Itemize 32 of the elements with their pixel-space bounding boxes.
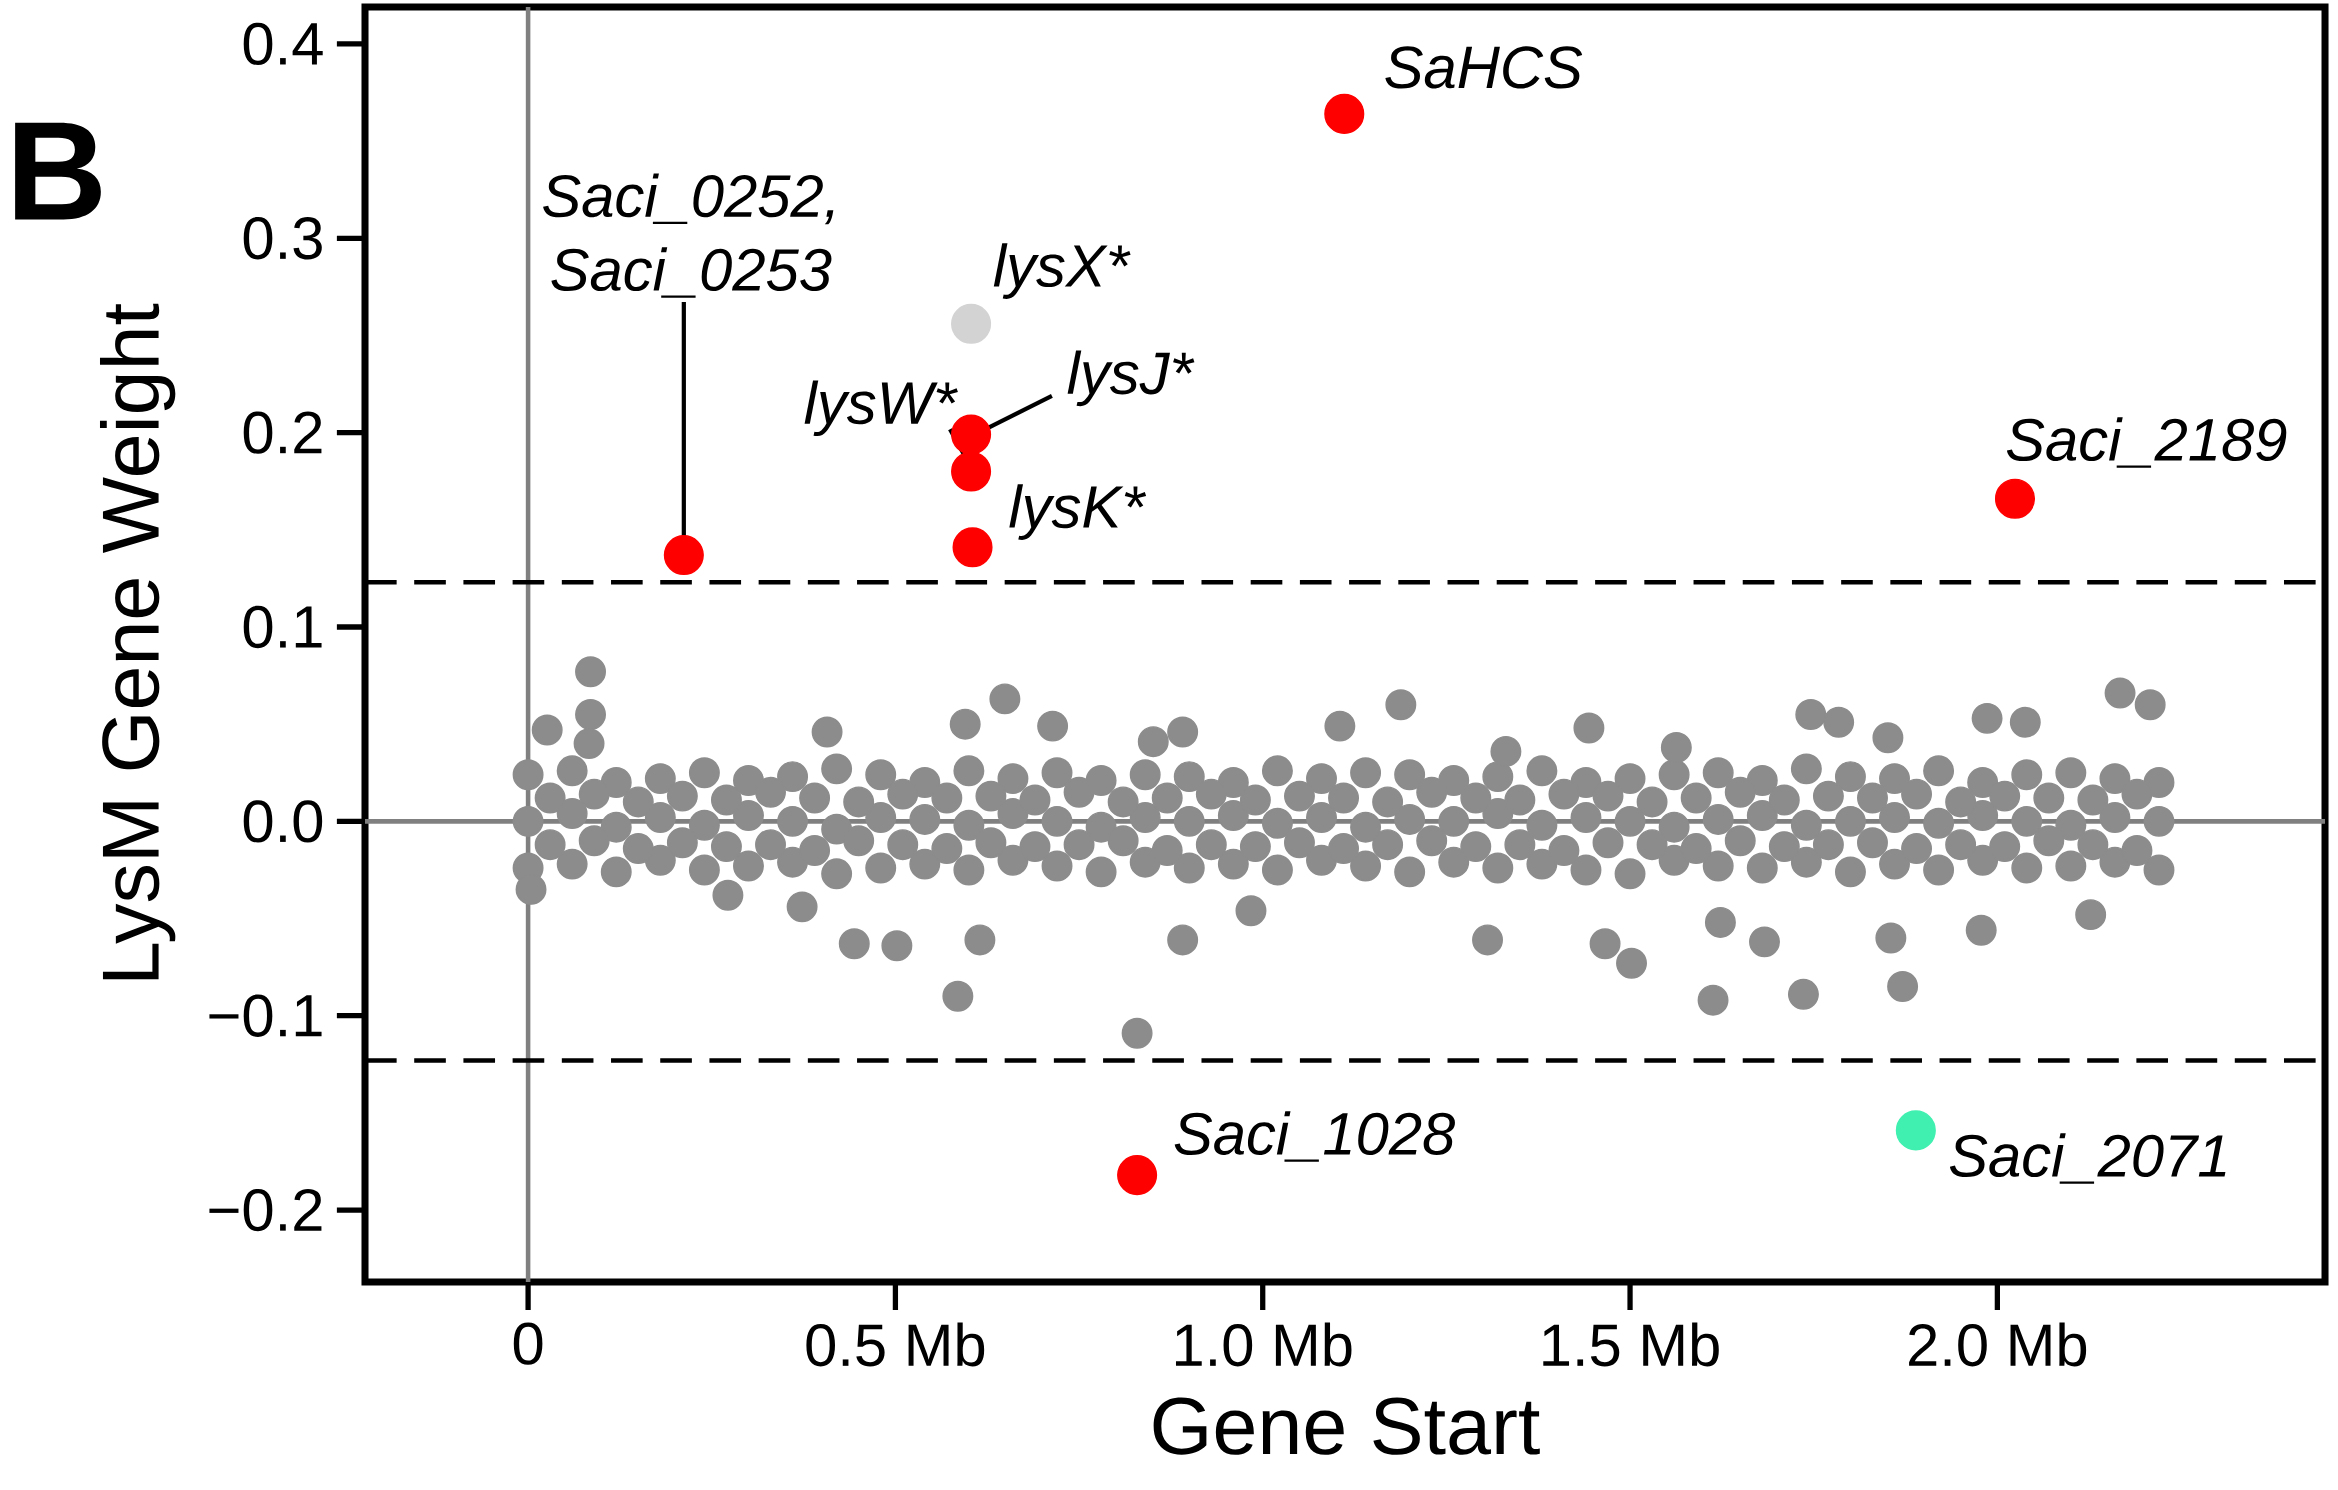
y-axis-title: LysM Gene Weight bbox=[99, 303, 176, 980]
y-tick-label: −0.1 bbox=[209, 994, 322, 1037]
point bbox=[1994, 478, 2036, 519]
annotation: lysX* bbox=[993, 243, 1131, 299]
point bbox=[663, 535, 704, 576]
annotation: SaHCS bbox=[1385, 46, 1583, 89]
y-tick-label: 0.4 bbox=[243, 22, 323, 66]
annotation: Saci_2071 bbox=[1949, 1133, 2226, 1184]
annotation: lysW* bbox=[804, 380, 958, 437]
annotation: lysJ* bbox=[1067, 350, 1195, 407]
x-tick-label: 1.5 Mb bbox=[1543, 1322, 1719, 1367]
x-tick-label: 0.5 Mb bbox=[806, 1322, 985, 1367]
annotation: lysK* bbox=[1009, 484, 1147, 541]
point bbox=[1324, 93, 1365, 134]
x-tick-label: 2.0 Mb bbox=[1909, 1322, 2087, 1367]
x-tick-label: 1.0 Mb bbox=[1175, 1322, 1352, 1367]
x-tick-label: 0 bbox=[513, 1322, 543, 1365]
y-tick-label: 0.0 bbox=[243, 800, 323, 843]
y-tick-label: 0.1 bbox=[243, 605, 322, 649]
point bbox=[1895, 1110, 1936, 1151]
y-tick-label: −0.2 bbox=[209, 1188, 322, 1232]
point bbox=[1117, 1155, 1158, 1196]
y-tick-label: 0.2 bbox=[243, 411, 322, 454]
y-tick-label: 0.3 bbox=[243, 217, 322, 260]
point bbox=[951, 451, 992, 492]
annotation: Saci_0252, Saci_0253 bbox=[543, 173, 834, 298]
annotation: Saci_2189 bbox=[2006, 417, 2287, 468]
point bbox=[951, 303, 992, 344]
text: B bbox=[15, 122, 101, 220]
x-axis-title: Gene Start bbox=[1153, 1397, 1540, 1455]
annotation: Saci_1028 bbox=[1174, 1111, 1455, 1162]
point bbox=[952, 527, 993, 568]
